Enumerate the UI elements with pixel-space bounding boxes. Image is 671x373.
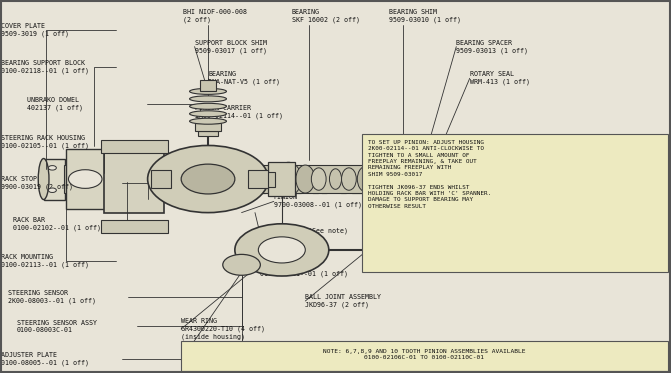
Text: ADAPTOR
0100-02111--01 (1 off): ADAPTOR 0100-02111--01 (1 off) [260, 263, 348, 278]
Text: STEERING RACK HOUSING
0100-02105--01 (1 off): STEERING RACK HOUSING 0100-02105--01 (1 … [1, 135, 89, 149]
Ellipse shape [276, 162, 301, 196]
Circle shape [396, 239, 423, 254]
Text: STEERING SENSOR
2K00-08003--01 (1 off): STEERING SENSOR 2K00-08003--01 (1 off) [8, 289, 96, 304]
Ellipse shape [190, 118, 226, 124]
FancyBboxPatch shape [64, 165, 493, 193]
Ellipse shape [190, 111, 226, 117]
FancyBboxPatch shape [198, 131, 218, 136]
Text: WEAR RING
GR4300220-T10 (4 off)
(inside housing): WEAR RING GR4300220-T10 (4 off) (inside … [181, 318, 265, 340]
Text: SUPPORT BLOCK SHIM
9509-03017 (1 off): SUPPORT BLOCK SHIM 9509-03017 (1 off) [195, 40, 266, 54]
Text: STEERING SENSOR ASSY
0100-08003C-01: STEERING SENSOR ASSY 0100-08003C-01 [17, 320, 97, 333]
FancyBboxPatch shape [44, 159, 65, 200]
Circle shape [235, 224, 329, 276]
FancyBboxPatch shape [101, 220, 168, 233]
Circle shape [48, 166, 56, 170]
Circle shape [379, 229, 440, 263]
FancyBboxPatch shape [101, 140, 168, 153]
Ellipse shape [38, 159, 49, 200]
Ellipse shape [296, 165, 315, 193]
Ellipse shape [329, 169, 342, 189]
Text: BEARING
SKF 16002 (2 off): BEARING SKF 16002 (2 off) [292, 9, 360, 23]
FancyBboxPatch shape [456, 159, 476, 200]
Text: PITZAME: PITZAME [219, 172, 371, 201]
FancyBboxPatch shape [255, 172, 275, 186]
Text: RACK BAR
0100-02102--01 (1 off): RACK BAR 0100-02102--01 (1 off) [13, 217, 101, 231]
Text: PINION
9700-03008--01 (1 off): PINION 9700-03008--01 (1 off) [274, 194, 362, 209]
Ellipse shape [436, 169, 450, 189]
Ellipse shape [375, 168, 390, 190]
Ellipse shape [190, 96, 226, 102]
FancyBboxPatch shape [248, 170, 268, 188]
Text: RACK MOUNTING
0100-02113--01 (1 off): RACK MOUNTING 0100-02113--01 (1 off) [1, 254, 89, 268]
Ellipse shape [406, 169, 419, 189]
Text: CHI U04F-000-012
(2 off): CHI U04F-000-012 (2 off) [466, 142, 530, 156]
Text: RACK MOUNTING
0100-02112--01 (1 off): RACK MOUNTING 0100-02112--01 (1 off) [181, 353, 269, 367]
Ellipse shape [470, 159, 482, 200]
Circle shape [181, 164, 235, 194]
FancyBboxPatch shape [104, 145, 164, 213]
Ellipse shape [190, 103, 226, 109]
Text: ADJUSTER PLATE
0100-08005--01 (1 off): ADJUSTER PLATE 0100-08005--01 (1 off) [1, 352, 89, 366]
Ellipse shape [311, 168, 326, 190]
FancyBboxPatch shape [151, 170, 171, 188]
Text: PINION ASSY (See note)
0100-02108C-01: PINION ASSY (See note) 0100-02108C-01 [260, 228, 348, 242]
Text: BHI NIOF-000-008
(2 off): BHI NIOF-000-008 (2 off) [183, 9, 247, 23]
Ellipse shape [421, 167, 437, 191]
Circle shape [223, 254, 260, 275]
Text: COVER PLATE
9509-3019 (1 off): COVER PLATE 9509-3019 (1 off) [1, 23, 69, 37]
FancyBboxPatch shape [66, 149, 105, 209]
Text: BEARING SPACER
9509-03013 (1 off): BEARING SPACER 9509-03013 (1 off) [456, 40, 528, 54]
Ellipse shape [358, 166, 374, 192]
Text: BEARING SUPPORT BLOCK
0100-02118--01 (1 off): BEARING SUPPORT BLOCK 0100-02118--01 (1 … [1, 60, 89, 74]
FancyBboxPatch shape [268, 162, 295, 196]
Text: BEARING
INA-NAT-V5 (1 off): BEARING INA-NAT-V5 (1 off) [208, 71, 280, 85]
FancyBboxPatch shape [195, 123, 221, 131]
Text: UNBRAKO DOWEL
402137 (1 off): UNBRAKO DOWEL 402137 (1 off) [27, 97, 83, 112]
FancyBboxPatch shape [181, 341, 668, 371]
Circle shape [148, 145, 268, 213]
Ellipse shape [190, 88, 226, 94]
Ellipse shape [342, 168, 356, 190]
Text: ROTARY SEAL
WRM-413 (1 off): ROTARY SEAL WRM-413 (1 off) [470, 71, 529, 85]
Text: COVER PLATE
9509-03012--02 (1 off): COVER PLATE 9509-03012--02 (1 off) [463, 176, 551, 190]
Circle shape [258, 237, 305, 263]
Text: BALL JOINT ASSEMBLY
JKD96-37 (2 off): BALL JOINT ASSEMBLY JKD96-37 (2 off) [305, 294, 381, 308]
Circle shape [48, 188, 56, 192]
Text: BEARING SHIM
9509-03010 (1 off): BEARING SHIM 9509-03010 (1 off) [389, 9, 461, 23]
Text: NOTE: 6,7,8,9 AND 10 TOOTH PINION ASSEMBLIES AVAILABLE
0100-02106C-01 TO 0100-02: NOTE: 6,7,8,9 AND 10 TOOTH PINION ASSEMB… [323, 348, 525, 360]
Text: TO SET UP PINION: ADJUST HOUSING
2K00-02114--01 ANTI-CLOCKWISE TO
TIGHTEN TO A S: TO SET UP PINION: ADJUST HOUSING 2K00-02… [368, 140, 491, 209]
FancyBboxPatch shape [362, 134, 668, 272]
Circle shape [68, 170, 102, 188]
FancyBboxPatch shape [200, 80, 216, 91]
Text: RACK STOP
9900-03019 (2 off): RACK STOP 9900-03019 (2 off) [1, 176, 73, 190]
Ellipse shape [393, 170, 405, 188]
Text: PINION CARRIER
2K00-02114--01 (1 off): PINION CARRIER 2K00-02114--01 (1 off) [195, 105, 282, 119]
